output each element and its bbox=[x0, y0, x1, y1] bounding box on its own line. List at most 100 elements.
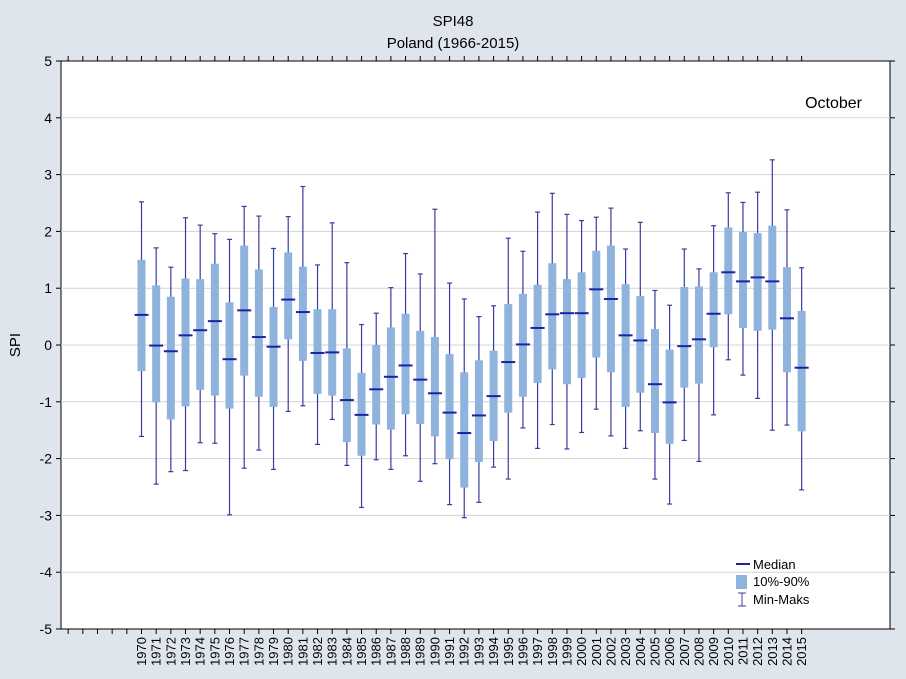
box-1986: 1986 bbox=[369, 312, 384, 666]
x-tick-label: 1976 bbox=[222, 637, 237, 666]
x-tick-label: 1981 bbox=[295, 637, 310, 666]
x-tick-label: 2015 bbox=[794, 637, 809, 666]
box-2004: 2004 bbox=[633, 221, 648, 666]
percentile-box bbox=[460, 372, 469, 488]
x-tick-label: 1973 bbox=[178, 637, 193, 666]
y-axis-label: SPI bbox=[7, 333, 24, 357]
percentile-box bbox=[562, 279, 571, 385]
x-tick-label: 1997 bbox=[530, 637, 545, 666]
box-2005: 2005 bbox=[647, 289, 662, 666]
x-tick-label: 2003 bbox=[618, 637, 633, 666]
x-tick-label: 2000 bbox=[574, 637, 589, 666]
x-tick-label: 2005 bbox=[647, 637, 662, 666]
box-1985: 1985 bbox=[354, 323, 369, 666]
percentile-box bbox=[298, 266, 307, 361]
x-tick-label: 1996 bbox=[515, 637, 530, 666]
percentile-box bbox=[694, 286, 703, 384]
box-2010: 2010 bbox=[721, 192, 736, 666]
x-tick-label: 1982 bbox=[310, 637, 325, 666]
x-tick-label: 1985 bbox=[354, 637, 369, 666]
box-1979: 1979 bbox=[266, 247, 281, 666]
y-tick-label: 4 bbox=[44, 110, 52, 126]
x-tick-label: 1999 bbox=[559, 637, 574, 666]
box-1990: 1990 bbox=[427, 208, 442, 666]
x-tick-label: 1984 bbox=[339, 637, 354, 666]
box-1999: 1999 bbox=[559, 213, 574, 666]
percentile-box bbox=[386, 327, 395, 430]
box-1972: 1972 bbox=[163, 266, 178, 666]
y-tick-label: 2 bbox=[44, 223, 52, 239]
box-2003: 2003 bbox=[618, 248, 633, 666]
box-1978: 1978 bbox=[251, 215, 266, 666]
box-2008: 2008 bbox=[691, 268, 706, 666]
box-1991: 1991 bbox=[442, 282, 457, 666]
x-tick-label: 2009 bbox=[706, 637, 721, 666]
percentile-box bbox=[709, 272, 718, 348]
percentile-box bbox=[166, 296, 175, 420]
y-tick-label: -2 bbox=[40, 451, 53, 467]
box-1973: 1973 bbox=[178, 217, 193, 666]
box-1975: 1975 bbox=[207, 233, 222, 666]
x-tick-label: 1989 bbox=[413, 637, 428, 666]
box-1988: 1988 bbox=[398, 252, 413, 666]
box-2014: 2014 bbox=[779, 209, 794, 666]
x-tick-label: 1978 bbox=[251, 637, 266, 666]
y-tick-label: 0 bbox=[44, 337, 52, 353]
box-2002: 2002 bbox=[603, 207, 618, 666]
x-tick-label: 1991 bbox=[442, 637, 457, 666]
box-1981: 1981 bbox=[295, 185, 310, 666]
x-tick-label: 2011 bbox=[735, 637, 750, 665]
box-1982: 1982 bbox=[310, 264, 325, 666]
box-1994: 1994 bbox=[486, 305, 501, 666]
box-2009: 2009 bbox=[706, 225, 721, 666]
x-tick-label: 1979 bbox=[266, 637, 281, 666]
x-tick-label: 1987 bbox=[383, 637, 398, 666]
box-1977: 1977 bbox=[237, 205, 252, 666]
x-tick-label: 1998 bbox=[545, 637, 560, 666]
x-tick-label: 2004 bbox=[633, 637, 648, 666]
box-2000: 2000 bbox=[574, 220, 589, 666]
box-2015: 2015 bbox=[794, 267, 809, 666]
x-tick-label: 1974 bbox=[193, 637, 208, 666]
percentile-box bbox=[768, 225, 777, 330]
x-tick-label: 2013 bbox=[765, 637, 780, 666]
x-tick-label: 1992 bbox=[457, 637, 472, 666]
y-tick-label: -5 bbox=[40, 621, 53, 637]
percentile-box bbox=[269, 306, 278, 407]
percentile-box bbox=[416, 330, 425, 424]
percentile-box bbox=[372, 345, 381, 425]
x-tick-label: 1993 bbox=[471, 637, 486, 666]
percentile-box bbox=[606, 245, 615, 373]
percentile-box bbox=[313, 309, 322, 394]
x-tick-label: 2001 bbox=[589, 637, 604, 666]
box-2006: 2006 bbox=[662, 304, 677, 666]
legend-whisker-label: Min-Maks bbox=[753, 592, 810, 607]
percentile-box bbox=[504, 304, 513, 413]
percentile-box bbox=[592, 250, 601, 358]
percentile-box bbox=[753, 233, 762, 331]
x-tick-label: 1995 bbox=[501, 637, 516, 666]
box-1989: 1989 bbox=[413, 273, 428, 666]
percentile-box bbox=[548, 263, 557, 370]
box-1995: 1995 bbox=[501, 237, 516, 666]
percentile-box bbox=[430, 337, 439, 437]
percentile-box bbox=[782, 267, 791, 373]
box-1980: 1980 bbox=[281, 216, 296, 666]
x-tick-label: 2012 bbox=[750, 637, 765, 666]
y-axis: 5 4 3 2 1 0 -1 -2 -3 -4 -5 bbox=[40, 53, 895, 637]
x-tick-label: 1988 bbox=[398, 637, 413, 666]
chart-title: SPI48 bbox=[433, 13, 474, 30]
x-tick-label: 1975 bbox=[207, 637, 222, 666]
box-1983: 1983 bbox=[325, 222, 340, 666]
percentile-box bbox=[665, 349, 674, 444]
x-tick-label: 1977 bbox=[237, 637, 252, 666]
y-tick-label: -1 bbox=[40, 394, 53, 410]
chart-subtitle: Poland (1966-2015) bbox=[387, 35, 520, 52]
x-tick-label: 1970 bbox=[134, 637, 149, 666]
box-2011: 2011 bbox=[735, 201, 750, 665]
percentile-box bbox=[738, 231, 747, 328]
percentile-box bbox=[636, 296, 645, 393]
box-1984: 1984 bbox=[339, 262, 354, 666]
percentile-box bbox=[342, 348, 351, 443]
